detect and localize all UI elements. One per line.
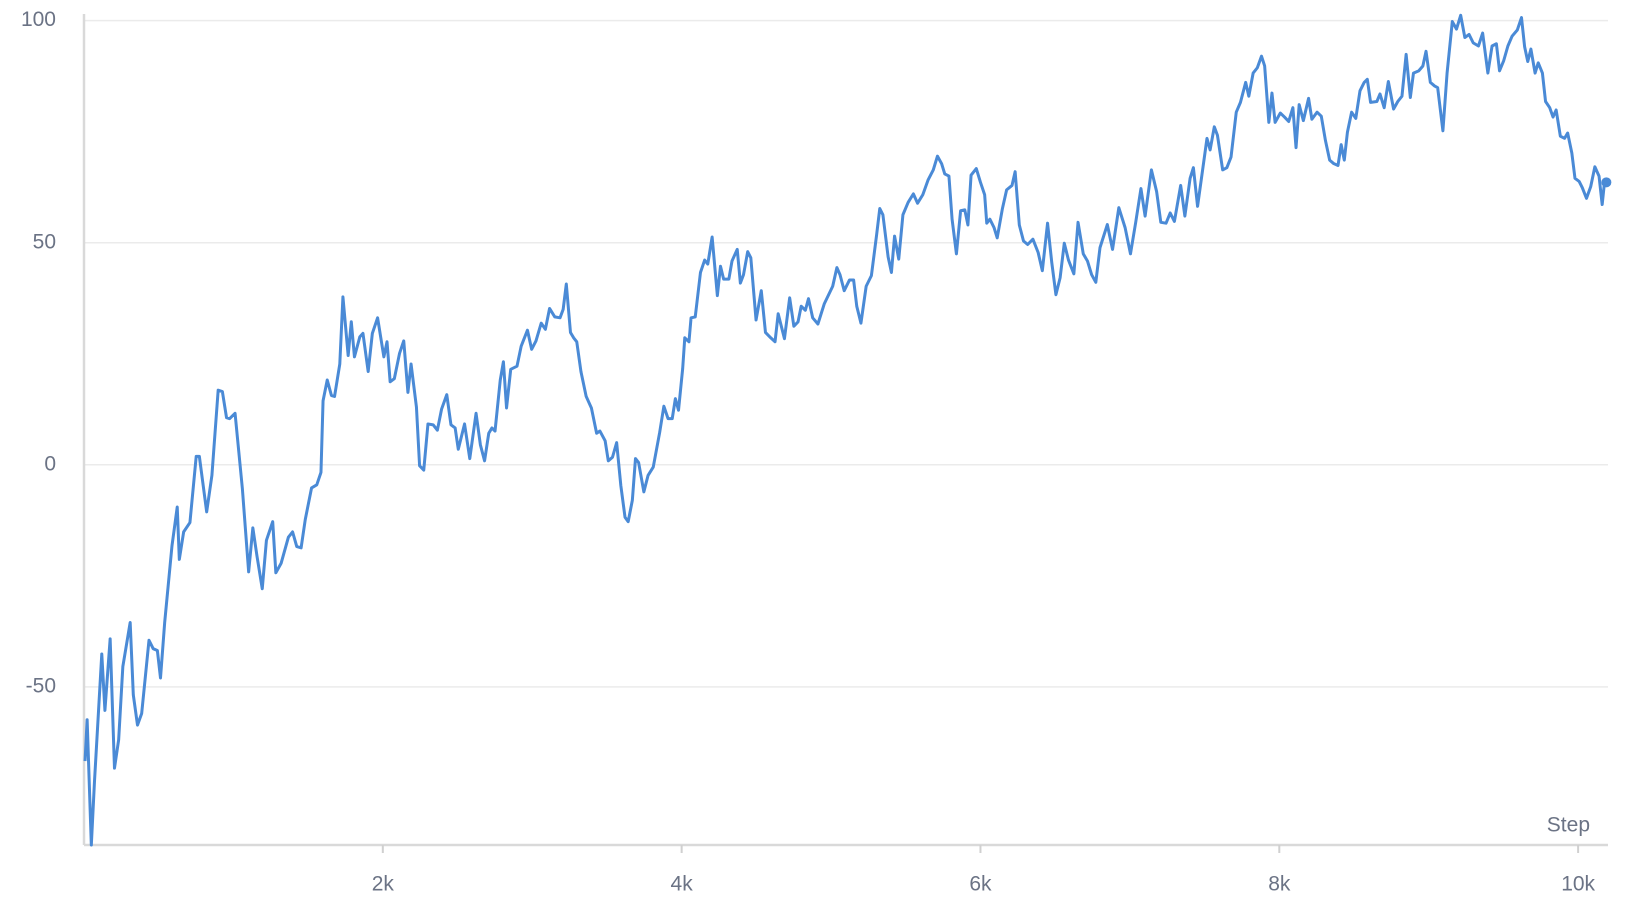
x-tick-label: 4k <box>671 873 694 896</box>
last-point <box>1601 177 1612 188</box>
y-tick-label: -50 <box>26 674 56 697</box>
x-tick-label: 2k <box>372 873 395 896</box>
y-tick-label: 50 <box>33 230 56 253</box>
x-tick-label: 10k <box>1561 873 1595 896</box>
series-line <box>83 13 1608 847</box>
y-tick-label: 100 <box>21 8 56 31</box>
x-axis-label: Step <box>1547 814 1590 837</box>
y-tick-label: 0 <box>44 452 56 475</box>
x-tick-label: 6k <box>969 873 992 896</box>
x-tick-label: 8k <box>1268 873 1291 896</box>
